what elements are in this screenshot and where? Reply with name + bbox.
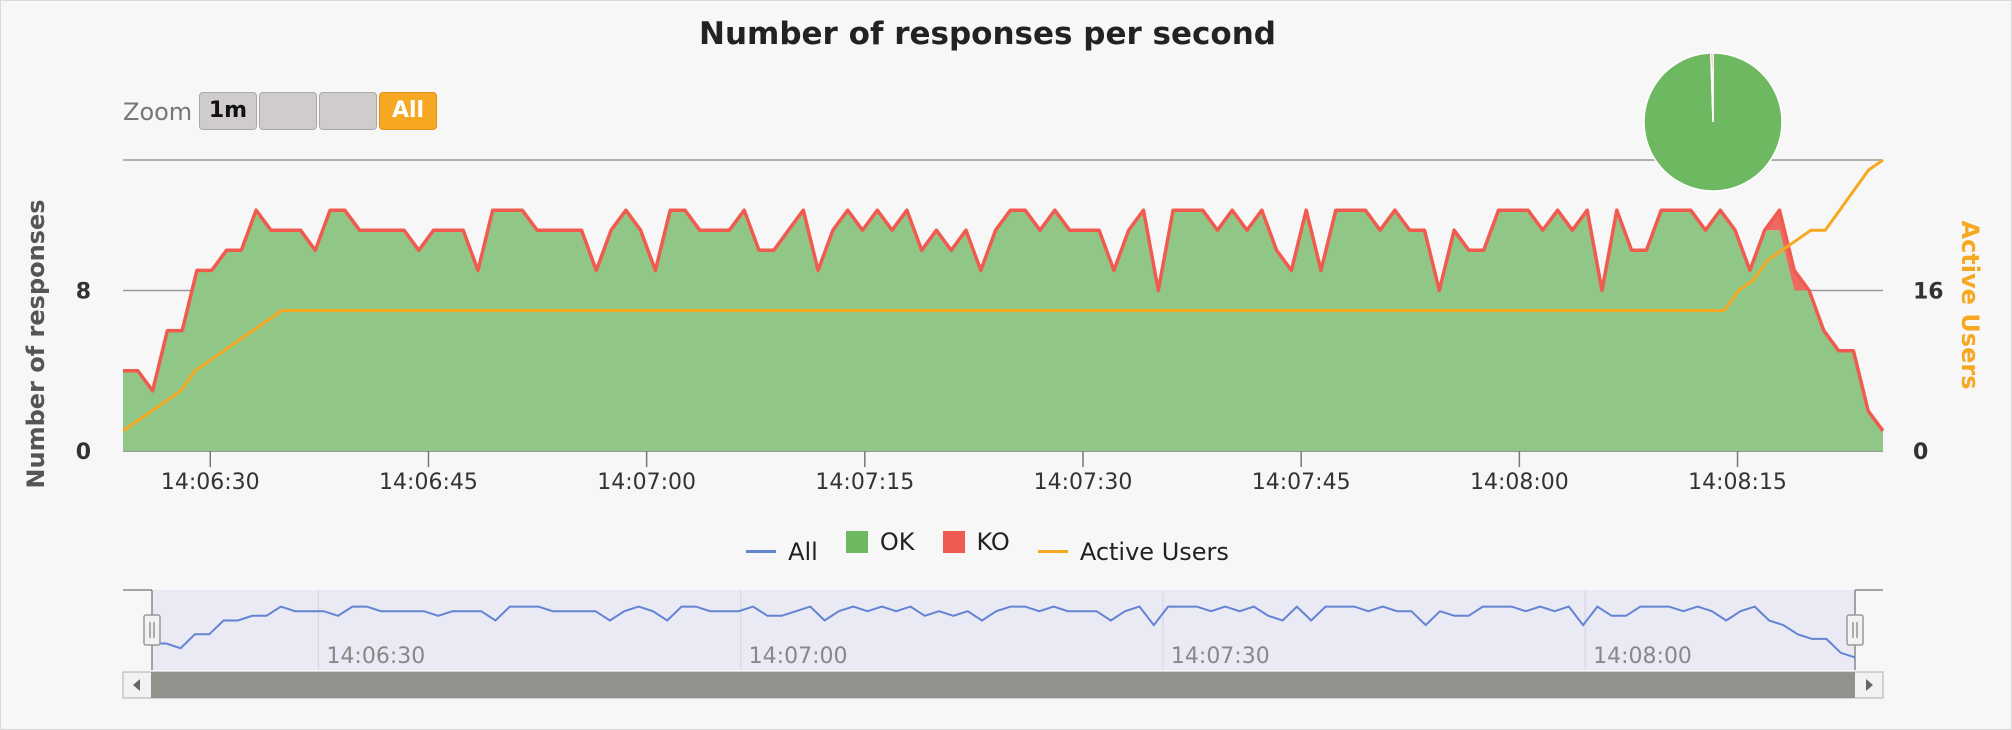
pie-chart <box>1643 52 1783 192</box>
legend-label: All <box>788 537 818 566</box>
navigator-selection <box>152 590 1855 670</box>
y2-tick-label: 16 <box>1913 279 1944 304</box>
scrollbar[interactable] <box>122 671 1884 699</box>
legend-item[interactable]: All <box>746 538 818 566</box>
scroll-left-icon[interactable] <box>133 679 140 691</box>
x-tick-label: 14:06:45 <box>379 470 478 495</box>
y2-axis: 0 16 <box>1913 279 1944 465</box>
ko-line <box>123 208 1885 432</box>
legend-item[interactable]: KO <box>942 528 1010 556</box>
legend-swatch <box>845 531 868 553</box>
legend-item[interactable]: OK <box>845 528 915 556</box>
zoom-1m-button[interactable]: 1m <box>199 92 257 130</box>
x-tick-label: 14:08:15 <box>1688 470 1787 495</box>
navigator-tick-label: 14:07:00 <box>749 644 848 669</box>
legend-swatch <box>746 550 777 553</box>
y2-tick-label: 0 <box>1913 440 1928 465</box>
y-tick-label: 8 <box>76 279 91 304</box>
navigator-handle-left[interactable] <box>143 614 161 646</box>
legend-label: Active Users <box>1079 537 1229 566</box>
x-tick-label: 14:07:30 <box>1034 470 1133 495</box>
zoom-label: Zoom <box>123 98 193 126</box>
x-tick-label: 14:07:15 <box>815 470 914 495</box>
x-tick-label: 14:08:00 <box>1470 470 1569 495</box>
navigator-tick-label: 14:07:30 <box>1171 644 1270 669</box>
legend-swatch <box>942 531 965 553</box>
handle-box[interactable] <box>143 614 161 646</box>
legend: All OK KO Active Users <box>0 528 1975 566</box>
navigator[interactable]: 14:06:30 14:07:00 14:07:30 14:08:00 <box>122 589 1884 699</box>
legend-item[interactable]: Active Users <box>1037 537 1229 566</box>
chart-title: Number of responses per second <box>699 16 1276 52</box>
y-tick-label: 0 <box>76 440 91 465</box>
scrollbar-thumb[interactable] <box>151 672 1855 698</box>
navigator-handle-right[interactable] <box>1846 614 1864 646</box>
x-tick-label: 14:06:30 <box>161 470 260 495</box>
plot-area <box>122 158 1885 451</box>
legend-label: OK <box>879 528 915 556</box>
x-tick-label: 14:07:00 <box>597 470 696 495</box>
x-axis: 14:06:30 14:06:45 14:07:00 14:07:15 14:07:30… <box>161 451 1787 495</box>
active-users-line <box>122 158 1884 433</box>
x-tick-label: 14:07:45 <box>1252 470 1351 495</box>
navigator-all-line <box>152 605 1856 659</box>
navigator-tick-label: 14:06:30 <box>326 644 425 669</box>
legend-swatch <box>1037 550 1068 553</box>
navigator-tick-label: 14:08:00 <box>1593 644 1692 669</box>
y2-axis-title: Active Users <box>1956 221 1984 390</box>
pie-slice <box>1710 52 1714 123</box>
zoom-all-button[interactable]: All <box>379 92 437 130</box>
handle-box[interactable] <box>1846 614 1864 646</box>
zoom-button-3[interactable] <box>319 92 377 130</box>
legend-label: KO <box>976 528 1010 556</box>
ok-area <box>123 210 1883 451</box>
y-axis-title: Number of responses <box>22 199 50 488</box>
scroll-right-icon[interactable] <box>1866 679 1873 691</box>
zoom-button-2[interactable] <box>259 92 317 130</box>
y-axis: 08 <box>76 279 91 465</box>
